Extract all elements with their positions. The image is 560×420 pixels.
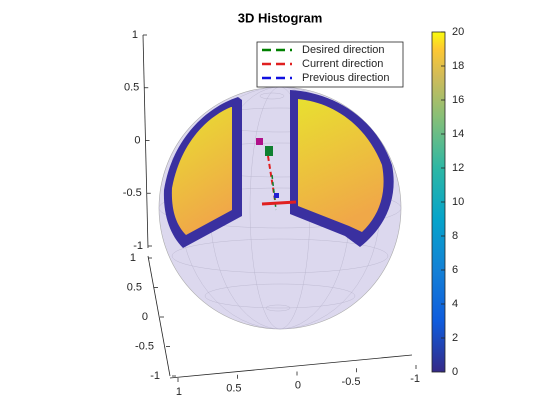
colorbar-tick-label: 18 — [452, 60, 464, 72]
colorbar-tick-label: 0 — [452, 366, 458, 378]
axes — [142, 34, 413, 379]
colorbar-tick-label: 4 — [452, 298, 458, 310]
z-tick-label: 0.5 — [124, 82, 139, 94]
x-tick-label: 0.5 — [226, 383, 241, 395]
x-tick-label: -1 — [410, 373, 420, 385]
z-tick-label: -1 — [133, 240, 143, 252]
z-tick-label: 0 — [134, 134, 140, 146]
x-tick-label: 1 — [176, 386, 182, 398]
colorbar-tick-label: 8 — [452, 230, 458, 242]
colorbar-tick-label: 2 — [452, 332, 458, 344]
colorbar-tick-label: 14 — [452, 128, 464, 140]
legend-label: Previous direction — [302, 72, 389, 84]
sphere — [158, 86, 402, 330]
y-tick-label: -0.5 — [135, 340, 154, 352]
colorbar-tick-label: 10 — [452, 196, 464, 208]
colorbar-tick-label: 20 — [452, 26, 464, 38]
colorbar-tick-label: 12 — [452, 162, 464, 174]
chart-title: 3D Histogram — [238, 10, 323, 25]
x-tick-label: 0 — [295, 379, 301, 391]
z-tick-label: -0.5 — [123, 187, 142, 199]
z-tick-label: 1 — [132, 29, 138, 41]
y-tick-label: 0.5 — [127, 281, 142, 293]
colorbar-tick-label: 16 — [452, 94, 464, 106]
colorbar-tick-label: 6 — [452, 264, 458, 276]
x-tick-label: -0.5 — [342, 376, 361, 388]
y-tick-label: -1 — [150, 370, 160, 382]
y-tick-label: 1 — [130, 252, 136, 264]
y-tick-label: 0 — [142, 311, 148, 323]
legend-label: Current direction — [302, 58, 383, 70]
legend-label: Desired direction — [302, 44, 385, 56]
